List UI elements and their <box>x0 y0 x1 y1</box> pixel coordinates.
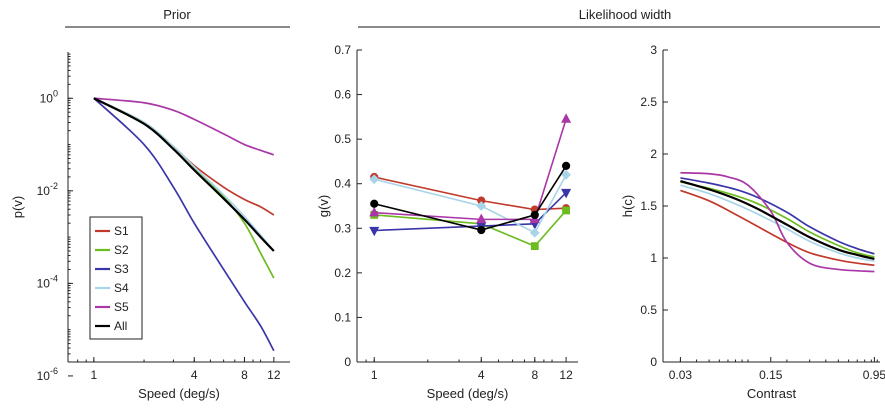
y-tick-label: 1 <box>650 251 657 265</box>
y-axis-label: h(c) <box>620 195 635 217</box>
x-tick-label: 0.15 <box>759 368 783 382</box>
series-line <box>374 165 567 231</box>
x-tick-label: 1 <box>90 368 97 382</box>
y-tick-label: 100 <box>40 88 58 105</box>
y-axis-label: g(v) <box>316 195 331 217</box>
y-tick-label: 0.4 <box>334 177 351 191</box>
series-line <box>680 184 875 262</box>
series-s4 <box>93 97 275 252</box>
y-tick-label: 3 <box>650 43 657 57</box>
x-tick-label: 12 <box>267 368 281 382</box>
header-prior-label: Prior <box>163 7 191 22</box>
y-tick-label: 0 <box>650 355 657 369</box>
y-tick-label: 0.1 <box>334 310 351 324</box>
y-tick-label: 2.5 <box>640 95 657 109</box>
data-point <box>561 169 572 180</box>
y-tick-label: 0.3 <box>334 221 351 235</box>
series-all <box>680 179 875 261</box>
series-line <box>680 181 875 258</box>
series-s2 <box>680 181 875 258</box>
x-axis-label: Speed (deg/s) <box>427 386 509 401</box>
y-tick-label: 0.5 <box>640 303 657 317</box>
x-axis-label: Contrast <box>747 386 797 401</box>
legend-label: S5 <box>114 300 129 314</box>
header-likelihood-width-label: Likelihood width <box>579 7 672 22</box>
data-point <box>476 213 487 224</box>
legend-box <box>89 216 143 340</box>
series-s5 <box>680 171 875 273</box>
data-point <box>530 210 539 220</box>
series-s1 <box>680 189 875 267</box>
data-point <box>529 227 540 238</box>
y-tick-label: 10-2 <box>37 181 58 198</box>
series-s5 <box>369 113 572 224</box>
series-line <box>680 179 875 261</box>
legend-label: S4 <box>114 281 129 295</box>
data-point <box>530 242 539 251</box>
series-s3 <box>93 97 275 352</box>
data-point <box>476 201 487 211</box>
y-tick-label: 10-4 <box>37 273 58 290</box>
series-s3 <box>369 188 572 237</box>
y-tick-label: 0 <box>344 355 351 369</box>
y-tick-label: 0.2 <box>334 266 351 280</box>
x-tick-label: 1 <box>371 368 378 382</box>
y-tick-label: 1.5 <box>640 199 657 213</box>
header-prior: Prior <box>65 7 290 28</box>
x-tick-label: 4 <box>478 368 485 382</box>
legend: S1 S2 S3 S4 S5 All <box>89 216 143 340</box>
series-s5 <box>93 97 275 156</box>
series-all <box>93 97 275 252</box>
series-s2 <box>370 206 570 251</box>
series-line <box>374 176 567 211</box>
x-tick-label: 8 <box>241 368 248 382</box>
x-tick-label: 4 <box>191 368 198 382</box>
x-tick-label: 12 <box>559 368 573 382</box>
legend-label: All <box>114 319 127 333</box>
x-axis-label: Speed (deg/s) <box>138 386 220 401</box>
legend-label: S3 <box>114 262 129 276</box>
y-tick-label: 0.7 <box>334 43 351 57</box>
y-axis-label: p(v) <box>10 196 25 218</box>
x-tick-label: 0.95 <box>863 368 885 382</box>
legend-label: S1 <box>114 224 129 238</box>
data-point <box>369 226 380 237</box>
y-tick-label: 0.6 <box>334 88 351 102</box>
series-line <box>680 171 875 273</box>
header-likelihood-width: Likelihood width <box>358 7 880 28</box>
y-tick-label: 0.5 <box>334 132 351 146</box>
data-point <box>370 199 379 208</box>
series-line <box>374 209 567 248</box>
series-line <box>93 97 275 156</box>
data-point <box>561 113 572 123</box>
x-tick-label: 8 <box>531 368 538 382</box>
series-line <box>374 192 567 232</box>
series-line <box>93 97 275 352</box>
data-point <box>477 225 486 235</box>
series-line <box>374 118 567 221</box>
panel-likelihood-contrast: 0.03 0.15 0.95 0 0.5 1 1.5 2 2.5 3 Contrast h(c) <box>620 43 885 401</box>
y-tick-label: 10-6 <box>37 366 58 383</box>
data-point <box>369 206 380 217</box>
series-all <box>370 161 571 235</box>
y-tick-label: 2 <box>650 147 657 161</box>
series-line <box>680 189 875 267</box>
series-line <box>680 177 875 255</box>
series-line <box>93 97 275 252</box>
data-point <box>369 174 380 185</box>
x-tick-label: 0.03 <box>669 368 693 382</box>
legend-label: S2 <box>114 243 129 257</box>
data-point <box>561 161 571 170</box>
series-s3 <box>680 177 875 255</box>
data-point <box>561 188 572 199</box>
data-point <box>562 206 570 215</box>
panel-likelihood-speed: 1 4 8 12 0 0.1 0.2 0.3 0.4 0.5 0.6 0.7 Speed (deg/s)… <box>316 43 578 401</box>
series-line <box>93 97 275 252</box>
series-s4 <box>680 184 875 262</box>
